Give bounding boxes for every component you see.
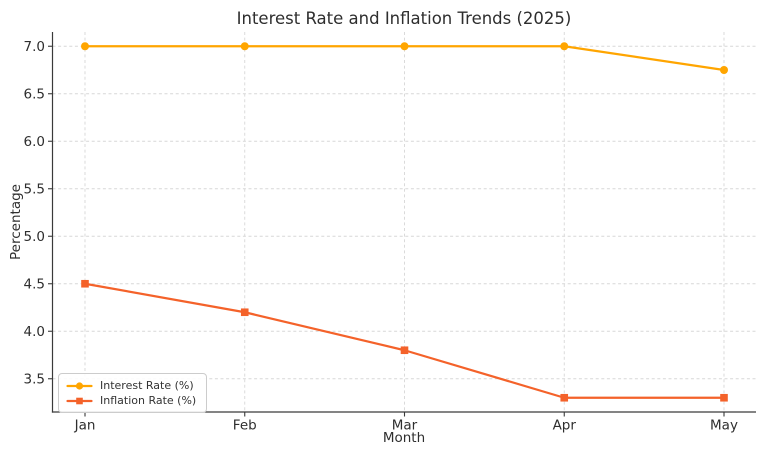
svg-text:7.0: 7.0 [24, 39, 45, 55]
chart-title: Interest Rate and Inflation Trends (2025… [236, 9, 572, 28]
svg-text:5.5: 5.5 [24, 181, 45, 197]
series-interest-rate [81, 42, 728, 74]
svg-text:Apr: Apr [553, 418, 577, 434]
svg-text:5.0: 5.0 [24, 229, 45, 245]
gridlines [52, 32, 756, 412]
legend-item-label: Inflation Rate (%) [100, 394, 197, 407]
svg-text:4.0: 4.0 [24, 324, 45, 340]
legend-line-circle-icon [66, 381, 93, 390]
x-axis-label: Month [382, 430, 426, 446]
y-axis-label: Percentage [8, 184, 24, 260]
svg-text:6.0: 6.0 [24, 134, 45, 150]
svg-text:6.5: 6.5 [24, 86, 45, 102]
svg-text:3.5: 3.5 [24, 371, 45, 387]
svg-text:May: May [710, 418, 738, 434]
svg-text:Mar: Mar [392, 418, 418, 434]
legend-item-interest-rate: Interest Rate (%) [66, 379, 196, 392]
legend-item-label: Interest Rate (%) [100, 379, 194, 392]
svg-text:Jan: Jan [74, 418, 96, 434]
legend-line-square-icon [66, 397, 93, 404]
svg-text:Feb: Feb [233, 418, 257, 434]
axes-spines [51, 32, 756, 413]
tick-labels: 3.5 4.0 4.5 5.0 5.5 6.0 6.5 7.0 Jan Feb Mar Apr May [24, 39, 738, 434]
legend-item-inflation-rate: Inflation Rate (%) [66, 394, 196, 407]
svg-text:4.5: 4.5 [24, 276, 45, 292]
series-inflation-rate [81, 279, 728, 402]
legend: Interest Rate (%) Inflation Rate (%) [58, 373, 208, 413]
